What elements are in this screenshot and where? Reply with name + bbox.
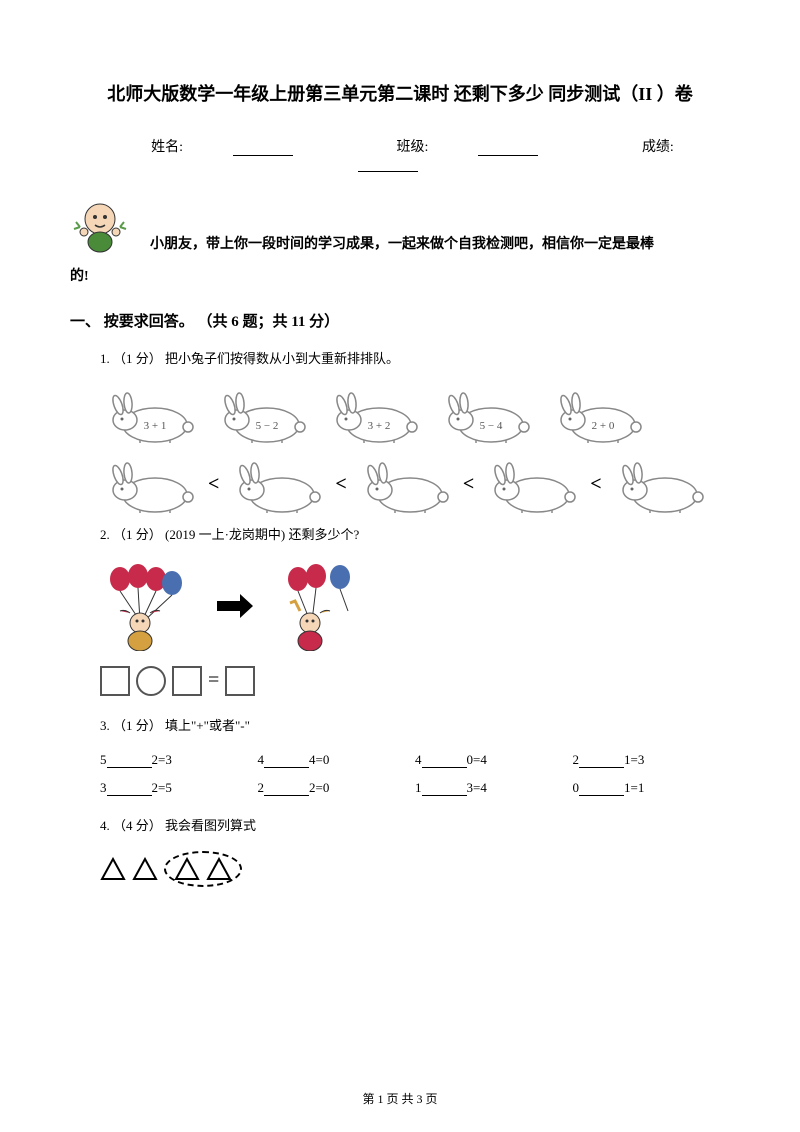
question-1: 1. （1 分） 把小兔子们按得数从小到大重新排排队。 [100, 349, 730, 370]
fill-item: 22=0 [258, 780, 386, 796]
fill-grid: 52=3 44=0 40=4 21=3 32=5 22=0 13=4 01=1 [100, 752, 700, 796]
less-than-sign: < [590, 473, 601, 496]
box-result[interactable] [225, 666, 255, 696]
rabbit-icon [100, 455, 200, 515]
triangle-icon [206, 857, 232, 881]
question-2: 2. （1 分） (2019 一上·龙岗期中) 还剩多少个? [100, 525, 730, 546]
fill-blank[interactable] [579, 756, 624, 768]
fill-blank[interactable] [422, 756, 467, 768]
fill-blank[interactable] [264, 756, 309, 768]
svg-text:5 − 4: 5 − 4 [480, 420, 503, 432]
box-operand-1[interactable] [100, 666, 130, 696]
less-than-sign: < [208, 473, 219, 496]
fill-item: 40=4 [415, 752, 543, 768]
rabbit-icon: 3 + 1 [100, 385, 200, 445]
fill-item: 32=5 [100, 780, 228, 796]
student-info: 姓名: 班级: 成绩: [70, 136, 730, 172]
fill-blank[interactable] [422, 784, 467, 796]
fill-item: 01=1 [573, 780, 701, 796]
less-than-sign: < [463, 473, 474, 496]
equation-boxes: = [100, 666, 730, 696]
svg-text:5 − 2: 5 − 2 [256, 420, 279, 432]
fill-item: 13=4 [415, 780, 543, 796]
fill-blank[interactable] [264, 784, 309, 796]
rabbit-icon: 2 + 0 [548, 385, 648, 445]
triangle-row [100, 851, 730, 887]
triangle-icon [100, 857, 126, 881]
dashed-group [164, 851, 242, 887]
rabbit-row-2: < < < < [100, 455, 730, 515]
fill-blank[interactable] [107, 756, 152, 768]
less-than-sign: < [335, 473, 346, 496]
box-operand-2[interactable] [172, 666, 202, 696]
intro-text-1: 小朋友，带上你一段时间的学习成果，一起来做个自我检测吧，相信你一定是最棒 [150, 197, 654, 257]
question-4: 4. （4 分） 我会看图列算式 [100, 816, 730, 837]
svg-text:3 + 2: 3 + 2 [368, 420, 391, 432]
triangle-icon [132, 857, 158, 881]
equals-sign: = [208, 669, 219, 692]
class-field: 班级: [372, 140, 564, 155]
rabbit-icon [610, 455, 710, 515]
fill-item: 52=3 [100, 752, 228, 768]
question-3: 3. （1 分） 填上"+"或者"-" [100, 716, 730, 737]
rabbit-icon: 5 − 2 [212, 385, 312, 445]
balloon-before-icon [100, 561, 200, 651]
triangle-icon [174, 857, 200, 881]
page-footer: 第 1 页 共 3 页 [0, 1090, 800, 1107]
circle-operator[interactable] [136, 666, 166, 696]
rabbit-icon [227, 455, 327, 515]
arrow-icon [215, 591, 255, 621]
mascot-icon [70, 197, 130, 257]
rabbit-row-1: 3 + 1 5 − 2 3 + 2 5 − 4 [100, 385, 730, 445]
balloon-scene [100, 561, 730, 651]
fill-blank[interactable] [579, 784, 624, 796]
page-title: 北师大版数学一年级上册第三单元第二课时 还剩下多少 同步测试（II ）卷 [70, 80, 730, 106]
rabbit-icon [355, 455, 455, 515]
rabbit-icon [482, 455, 582, 515]
fill-blank[interactable] [107, 784, 152, 796]
intro-text-2: 的! [70, 265, 730, 285]
rabbit-icon: 5 − 4 [436, 385, 536, 445]
svg-text:3 + 1: 3 + 1 [144, 420, 167, 432]
section-1-header: 一、 按要求回答。 （共 6 题；共 11 分） [70, 310, 730, 331]
fill-item: 44=0 [258, 752, 386, 768]
svg-text:2 + 0: 2 + 0 [592, 420, 615, 432]
rabbit-icon: 3 + 2 [324, 385, 424, 445]
fill-item: 21=3 [573, 752, 701, 768]
name-field: 姓名: [126, 140, 318, 155]
balloon-after-icon [270, 561, 370, 651]
